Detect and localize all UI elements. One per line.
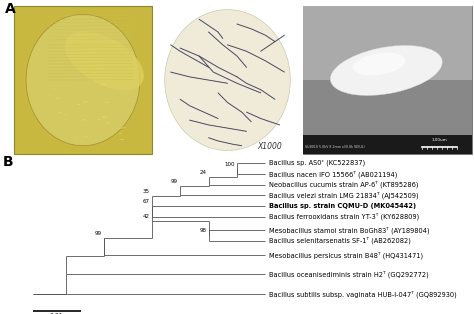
Text: Bacillus ferrooxidans strain YT-3ᵀ (KY628809): Bacillus ferrooxidans strain YT-3ᵀ (KY62… — [269, 213, 419, 220]
Ellipse shape — [118, 128, 122, 129]
Ellipse shape — [77, 104, 81, 105]
Text: Mesobacillus persicus strain B48ᵀ (HQ431471): Mesobacillus persicus strain B48ᵀ (HQ431… — [269, 252, 423, 259]
Text: Bacillus velezi strain LMG 21834ᵀ (AJ542509): Bacillus velezi strain LMG 21834ᵀ (AJ542… — [269, 192, 419, 199]
Ellipse shape — [73, 137, 77, 138]
Bar — [161, 6, 294, 154]
Ellipse shape — [26, 14, 140, 146]
Ellipse shape — [64, 31, 144, 90]
Text: 1.00um: 1.00um — [432, 138, 447, 142]
Ellipse shape — [97, 119, 100, 120]
Bar — [303, 80, 472, 154]
Text: Bacillus subtilis subsp. vaginata HUB-I-047ᵀ (GQ892930): Bacillus subtilis subsp. vaginata HUB-I-… — [269, 290, 457, 298]
Text: Neobacillus cucumis strain AP-6ᵀ (KT895286): Neobacillus cucumis strain AP-6ᵀ (KT8952… — [269, 181, 419, 188]
Text: 99: 99 — [171, 179, 178, 184]
Ellipse shape — [164, 10, 290, 150]
Text: SUB010 5.0kV 8.2mm x30.0k SE(UL): SUB010 5.0kV 8.2mm x30.0k SE(UL) — [305, 144, 365, 149]
Bar — [303, 135, 472, 154]
Ellipse shape — [353, 53, 405, 75]
Ellipse shape — [101, 116, 107, 118]
Text: Bacillus sp. strain CQMU-D (MK045442): Bacillus sp. strain CQMU-D (MK045442) — [269, 203, 416, 209]
Text: 42: 42 — [142, 214, 149, 219]
Text: 24: 24 — [199, 170, 206, 175]
Text: B: B — [2, 154, 13, 169]
Text: 100: 100 — [224, 161, 235, 166]
Ellipse shape — [120, 139, 124, 140]
Bar — [303, 6, 472, 80]
Text: 67: 67 — [142, 199, 149, 204]
Text: Bacillus selenitarsenatis SF-1ᵀ (AB262082): Bacillus selenitarsenatis SF-1ᵀ (AB26208… — [269, 237, 411, 244]
Text: 99: 99 — [95, 231, 102, 236]
Ellipse shape — [102, 84, 106, 85]
Text: Mesobacillus stamoi strain BoGh83ᵀ (AY189804): Mesobacillus stamoi strain BoGh83ᵀ (AY18… — [269, 226, 430, 234]
Text: A: A — [5, 2, 16, 16]
Ellipse shape — [81, 119, 86, 120]
Ellipse shape — [84, 136, 87, 137]
Bar — [14, 6, 152, 154]
Ellipse shape — [47, 95, 51, 96]
Ellipse shape — [330, 46, 442, 95]
Ellipse shape — [58, 112, 62, 113]
Ellipse shape — [106, 122, 110, 123]
Ellipse shape — [64, 114, 68, 115]
Text: Bacillus nacen IFO 15566ᵀ (AB021194): Bacillus nacen IFO 15566ᵀ (AB021194) — [269, 170, 398, 178]
Text: 35: 35 — [142, 189, 149, 194]
Text: 0.01: 0.01 — [50, 313, 64, 314]
Bar — [303, 6, 472, 154]
Text: X1000: X1000 — [257, 142, 282, 151]
Ellipse shape — [118, 133, 122, 134]
Text: Bacillus oceanisediminis strain H2ᵀ (GQ292772): Bacillus oceanisediminis strain H2ᵀ (GQ2… — [269, 270, 429, 278]
Ellipse shape — [56, 98, 60, 99]
Text: 98: 98 — [199, 228, 206, 233]
Ellipse shape — [122, 127, 126, 128]
Text: Bacillus sp. AS0ᶜ (KC522837): Bacillus sp. AS0ᶜ (KC522837) — [269, 160, 365, 166]
Ellipse shape — [105, 102, 109, 103]
Ellipse shape — [83, 101, 88, 102]
